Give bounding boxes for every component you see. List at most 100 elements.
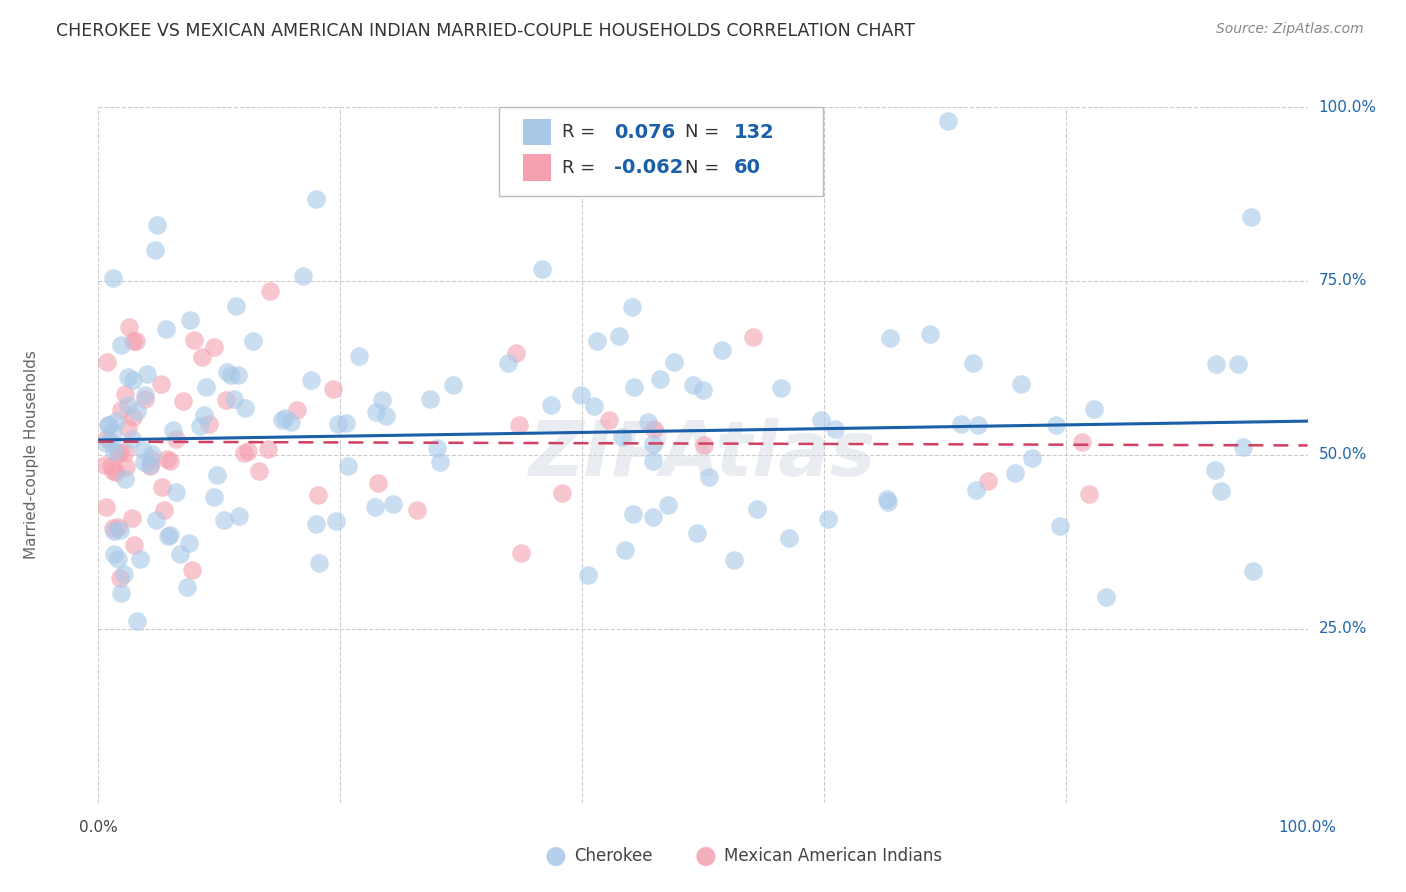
Point — [325, 514, 347, 528]
Point — [1010, 376, 1032, 391]
Point — [1241, 564, 1264, 578]
Point — [181, 563, 204, 577]
Text: 100.0%: 100.0% — [1278, 821, 1337, 835]
Text: 0.076: 0.076 — [614, 122, 676, 142]
Point — [950, 417, 973, 431]
Point — [100, 458, 122, 473]
Point — [176, 580, 198, 594]
Point — [285, 403, 308, 417]
Point — [742, 330, 765, 344]
Text: R =: R = — [562, 159, 596, 177]
Point — [1205, 357, 1227, 371]
Point — [1021, 451, 1043, 466]
Point — [711, 343, 734, 357]
Point — [1045, 418, 1067, 433]
Point — [114, 387, 136, 401]
Point — [107, 552, 129, 566]
Point — [96, 500, 118, 514]
Point — [183, 333, 205, 347]
Point — [156, 452, 179, 467]
Point — [686, 526, 709, 541]
Point — [145, 243, 167, 257]
Point — [219, 368, 242, 383]
Point — [110, 403, 132, 417]
Point — [962, 355, 984, 369]
Point — [1004, 466, 1026, 480]
Point — [129, 552, 152, 566]
Point — [273, 411, 295, 425]
Point — [112, 567, 135, 582]
Point — [214, 392, 236, 407]
Point — [146, 218, 169, 232]
Point — [271, 413, 294, 427]
Point — [810, 413, 832, 427]
Point — [114, 472, 136, 486]
Point — [224, 392, 246, 406]
Point — [205, 468, 228, 483]
Point — [308, 556, 330, 570]
Text: 60: 60 — [734, 158, 761, 178]
Point — [108, 444, 131, 458]
Point — [101, 271, 124, 285]
Point — [165, 485, 187, 500]
Point — [426, 442, 449, 456]
Point — [965, 483, 987, 497]
Point — [228, 509, 250, 524]
Point — [190, 350, 212, 364]
Point — [165, 432, 187, 446]
Point — [877, 495, 900, 509]
Point — [101, 425, 124, 440]
Point — [202, 340, 225, 354]
Text: 100.0%: 100.0% — [1319, 100, 1376, 114]
Point — [641, 454, 664, 468]
Point — [876, 491, 898, 506]
Point — [641, 510, 664, 524]
Text: ●: ● — [695, 845, 717, 868]
Point — [405, 503, 427, 517]
Text: N =: N = — [685, 123, 718, 141]
Point — [155, 322, 177, 336]
Point — [188, 419, 211, 434]
Point — [621, 507, 644, 521]
Point — [127, 614, 149, 628]
Point — [382, 497, 405, 511]
Point — [134, 392, 156, 406]
Point — [110, 338, 132, 352]
Text: Mexican American Indians: Mexican American Indians — [724, 847, 942, 865]
Point — [226, 368, 249, 382]
Point — [125, 404, 148, 418]
Point — [643, 437, 665, 451]
Point — [496, 356, 519, 370]
Point — [139, 452, 162, 467]
Point — [107, 447, 129, 461]
Point — [242, 334, 264, 348]
Point — [100, 435, 122, 450]
Point — [693, 438, 716, 452]
Text: ●: ● — [544, 845, 567, 868]
Point — [769, 381, 792, 395]
Point — [824, 421, 846, 435]
Point — [134, 387, 156, 401]
Point — [918, 326, 941, 341]
Point — [162, 423, 184, 437]
Point — [607, 328, 630, 343]
Point — [122, 373, 145, 387]
Point — [145, 513, 167, 527]
Point — [326, 417, 349, 432]
Point — [697, 469, 720, 483]
Point — [371, 393, 394, 408]
Point — [1204, 463, 1226, 477]
Point — [121, 409, 143, 424]
Point — [105, 414, 128, 428]
Point — [122, 538, 145, 552]
Point — [305, 517, 328, 532]
Point — [349, 350, 371, 364]
Point — [977, 474, 1000, 488]
Point — [936, 114, 959, 128]
Point — [103, 524, 125, 538]
Point — [98, 417, 121, 432]
Point — [637, 415, 659, 429]
Text: Source: ZipAtlas.com: Source: ZipAtlas.com — [1216, 22, 1364, 37]
Point — [292, 269, 315, 284]
Point — [569, 388, 592, 402]
